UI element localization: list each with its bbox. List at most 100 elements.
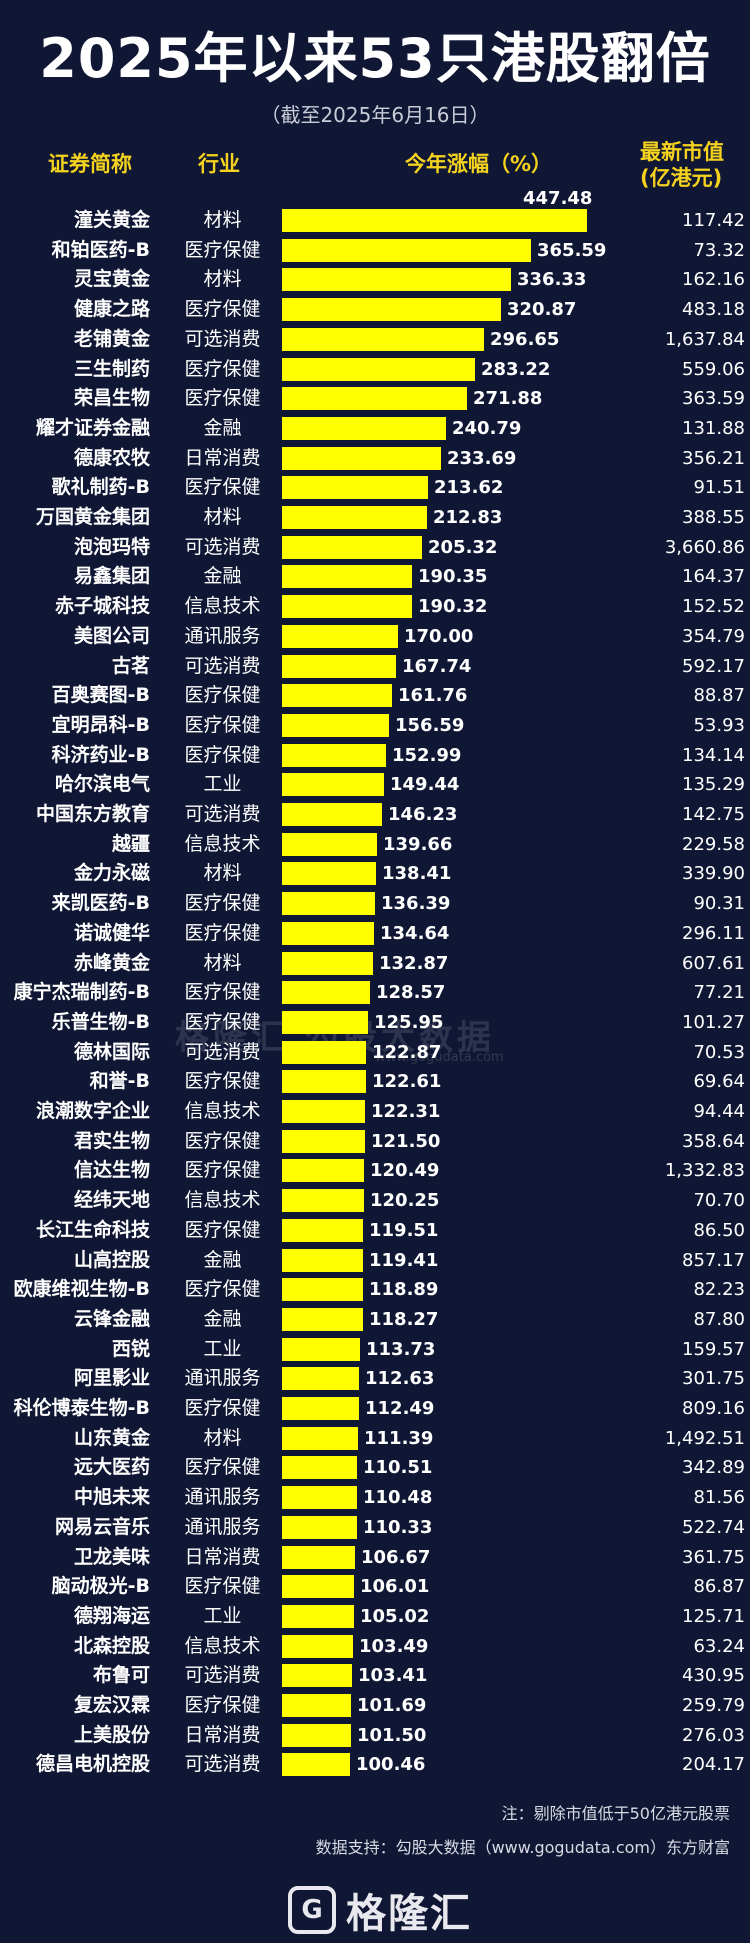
bar — [282, 1486, 357, 1510]
bar — [282, 1753, 350, 1777]
row-market-cap: 1,332.83 — [664, 1160, 745, 1182]
row-market-cap: 607.61 — [682, 952, 745, 974]
row-name: 潼关黄金 — [73, 209, 150, 231]
table-row: 来凯医药-B 医疗保健 136.39 90.31 — [0, 889, 750, 918]
table-row: 泡泡玛特 可选消费 205.32 3,660.86 — [0, 533, 750, 562]
table-row: 万国黄金集团 材料 212.83 388.55 — [0, 503, 750, 532]
row-market-cap: 296.11 — [682, 922, 745, 944]
bar — [282, 1634, 353, 1658]
row-name: 德昌电机控股 — [35, 1753, 150, 1776]
row-industry: 通讯服务 — [184, 1515, 261, 1538]
bar — [282, 357, 475, 381]
row-name: 歌礼制药-B — [51, 476, 150, 499]
table-row: 布鲁可 可选消费 103.41 430.95 — [0, 1661, 750, 1690]
row-name: 西锐 — [111, 1337, 150, 1360]
row-name: 科伦博泰生物-B — [13, 1397, 150, 1419]
bar — [282, 1604, 354, 1628]
bar — [282, 1129, 365, 1153]
bar — [282, 1189, 364, 1213]
table-row: 德林国际 可选消费 122.87 70.53 — [0, 1038, 750, 1067]
row-market-cap: 134.14 — [682, 744, 745, 766]
row-market-cap: 3,660.86 — [664, 536, 745, 558]
data-label: 112.63 — [365, 1368, 435, 1390]
row-industry: 可选消费 — [184, 1664, 261, 1687]
row-name: 中国东方教育 — [35, 803, 150, 825]
table-row: 康宁杰瑞制药-B 医疗保健 128.57 77.21 — [0, 978, 750, 1007]
row-name: 布鲁可 — [92, 1664, 150, 1687]
header-gain: 今年涨幅（%） — [405, 152, 553, 176]
bar — [282, 654, 396, 678]
data-label: 132.87 — [379, 952, 449, 974]
bar — [282, 1694, 351, 1717]
row-market-cap: 63.24 — [693, 1635, 745, 1657]
row-industry: 材料 — [203, 209, 242, 231]
row-market-cap: 204.17 — [682, 1754, 745, 1776]
bar — [282, 1426, 358, 1450]
header-cap-line2: (亿港元) — [640, 166, 723, 190]
bar — [282, 951, 373, 975]
data-label: 101.69 — [357, 1695, 427, 1716]
row-market-cap: 86.87 — [693, 1576, 745, 1598]
row-industry: 材料 — [203, 1426, 242, 1449]
row-market-cap: 559.06 — [682, 358, 745, 380]
row-market-cap: 70.70 — [693, 1190, 745, 1212]
bar — [282, 535, 422, 559]
row-name: 来凯医药-B — [51, 892, 150, 915]
bar — [282, 1010, 368, 1034]
data-label: 100.46 — [356, 1754, 426, 1776]
table-row: 复宏汉霖 医疗保健 101.69 259.79 — [0, 1691, 750, 1720]
table-row: 金力永磁 材料 138.41 339.90 — [0, 859, 750, 888]
row-industry: 医疗保健 — [184, 892, 261, 915]
table-row: 乐普生物-B 医疗保健 125.95 101.27 — [0, 1008, 750, 1037]
row-name: 欧康维视生物-B — [13, 1278, 150, 1301]
data-label: 106.01 — [360, 1576, 430, 1598]
row-market-cap: 88.87 — [693, 685, 745, 707]
row-industry: 医疗保健 — [184, 238, 261, 261]
bar — [282, 1515, 357, 1539]
row-name: 山高控股 — [73, 1248, 150, 1271]
data-label: 296.65 — [490, 328, 560, 350]
data-label: 190.32 — [418, 596, 488, 618]
data-label: 122.31 — [371, 1101, 441, 1122]
row-market-cap: 857.17 — [682, 1249, 745, 1271]
table-row: 经纬天地 信息技术 120.25 70.70 — [0, 1186, 750, 1215]
data-label: 138.41 — [382, 863, 452, 885]
data-label: 112.49 — [365, 1398, 435, 1419]
row-industry: 材料 — [203, 951, 242, 974]
row-industry: 医疗保健 — [184, 1456, 261, 1479]
bar — [282, 1664, 352, 1688]
bar — [282, 238, 531, 262]
bar — [282, 476, 428, 500]
table-row: 欧康维视生物-B 医疗保健 118.89 82.23 — [0, 1275, 750, 1304]
row-name: 北森控股 — [73, 1634, 150, 1657]
row-market-cap: 354.79 — [682, 625, 745, 647]
row-market-cap: 361.75 — [682, 1546, 745, 1568]
row-market-cap: 152.52 — [682, 596, 745, 618]
row-market-cap: 90.31 — [693, 893, 745, 915]
row-name: 科济药业-B — [51, 743, 150, 766]
row-name: 三生制药 — [73, 357, 150, 380]
row-name: 经纬天地 — [73, 1189, 150, 1212]
table-row: 德昌电机控股 可选消费 100.46 204.17 — [0, 1750, 750, 1779]
bar — [282, 713, 389, 737]
logo: G 格隆汇 — [288, 1882, 472, 1938]
row-industry: 信息技术 — [184, 1189, 261, 1212]
row-market-cap: 81.56 — [693, 1487, 745, 1509]
bar — [282, 1307, 363, 1331]
footnote: 注：剔除市值低于50亿港元股票 — [501, 1804, 730, 1823]
data-label: 146.23 — [388, 804, 458, 825]
row-name: 哈尔滨电气 — [54, 773, 150, 796]
table-row: 君实生物 医疗保健 121.50 358.64 — [0, 1127, 750, 1156]
row-name: 耀才证券金融 — [35, 416, 150, 439]
row-name: 健康之路 — [73, 298, 150, 321]
bar — [282, 1397, 359, 1420]
row-market-cap: 809.16 — [682, 1398, 745, 1419]
data-label: 161.76 — [398, 685, 468, 707]
row-industry: 金融 — [203, 1307, 242, 1330]
table-row: 山东黄金 材料 111.39 1,492.51 — [0, 1424, 750, 1453]
bar — [282, 416, 446, 440]
data-label: 110.48 — [363, 1487, 433, 1509]
row-market-cap: 358.64 — [682, 1130, 745, 1152]
row-industry: 医疗保健 — [184, 1159, 261, 1182]
row-industry: 工业 — [203, 1337, 242, 1360]
